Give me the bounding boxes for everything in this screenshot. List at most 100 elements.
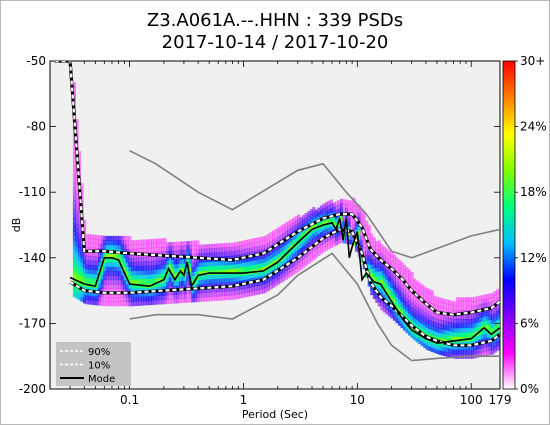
psd-density-cell xyxy=(322,212,326,218)
psd-density-cell xyxy=(473,296,477,302)
psd-density-cell xyxy=(206,244,210,249)
psd-density-cell xyxy=(264,266,268,271)
psd-density-cell xyxy=(491,297,495,302)
psd-density-cell xyxy=(352,223,356,229)
psd-density-cell xyxy=(216,265,220,271)
psd-density-cell xyxy=(443,298,447,304)
psd-density-cell xyxy=(219,295,223,301)
psd-density-cell xyxy=(335,210,339,215)
psd-density-cell xyxy=(143,265,147,271)
psd-density-cell xyxy=(289,271,293,277)
psd-density-cell xyxy=(425,318,429,324)
psd-density-cell xyxy=(466,345,470,351)
psd-density-cell xyxy=(254,264,258,269)
psd-density-cell xyxy=(259,263,263,268)
psd-density-cell xyxy=(231,264,235,270)
psd-density-cell xyxy=(272,230,276,236)
psd-density-cell xyxy=(299,217,303,222)
psd-density-cell xyxy=(483,294,487,300)
psd-density-cell xyxy=(256,289,260,295)
psd-density-cell xyxy=(408,282,412,288)
noise-model-layer xyxy=(129,149,500,362)
psd-density-cell xyxy=(166,273,170,278)
psd-density-cell xyxy=(138,261,142,267)
psd-density-cell xyxy=(428,315,432,321)
psd-density-cell xyxy=(350,235,354,241)
psd-density-cell xyxy=(115,253,119,259)
psd-density-cell xyxy=(181,289,185,295)
psd-density-cell xyxy=(113,257,117,263)
psd-density-cell xyxy=(78,225,82,231)
psd-density-cell xyxy=(324,206,328,212)
psd-density-cell xyxy=(390,291,394,297)
psd-density-cell xyxy=(438,336,442,342)
psd-density-cell xyxy=(125,284,129,289)
psd-density-cell xyxy=(403,273,407,279)
psd-density-cell xyxy=(327,244,331,250)
psd-density-cell xyxy=(458,349,462,355)
psd-density-cell xyxy=(277,231,281,237)
psd-density-cell xyxy=(110,262,114,267)
psd-density-cell xyxy=(261,266,265,272)
psd-density-cell xyxy=(72,156,76,162)
psd-density-cell xyxy=(219,265,223,270)
psd-density-cell xyxy=(201,262,205,267)
psd-density-cell xyxy=(329,203,333,209)
psd-density-cell xyxy=(362,225,366,230)
psd-density-cell xyxy=(486,293,490,299)
psd-density-cell xyxy=(166,281,170,287)
psd-density-cell xyxy=(153,282,157,288)
psd-density-cell xyxy=(75,289,79,295)
psd-density-cell xyxy=(458,336,462,342)
x-axis: 0.1 1 10 100 179 xyxy=(49,61,511,407)
psd-density-cell xyxy=(143,278,147,284)
psd-density-cell xyxy=(168,290,172,296)
psd-density-cell xyxy=(284,222,288,228)
psd-density-cell xyxy=(229,286,233,292)
psd-density-cell xyxy=(476,296,480,301)
psd-density-cell xyxy=(375,249,379,255)
psd-density-cell xyxy=(420,319,424,325)
psd-density-cell xyxy=(183,245,187,251)
psd-density-cell xyxy=(146,300,150,306)
psd-density-cell xyxy=(387,307,391,313)
psd-density-cell xyxy=(266,251,270,256)
psd-density-cell xyxy=(153,265,157,270)
psd-density-cell xyxy=(72,200,76,206)
psd-density-cell xyxy=(415,298,419,303)
psd-density-cell xyxy=(445,334,449,340)
psd-density-cell xyxy=(118,284,122,289)
psd-density-cell xyxy=(450,327,454,332)
psd-density-cell xyxy=(161,251,165,257)
psd-density-cell xyxy=(478,313,482,318)
psd-density-cell xyxy=(493,325,497,331)
psd-density-cell xyxy=(123,240,127,246)
psd-density-cell xyxy=(148,287,152,292)
psd-density-cell xyxy=(410,272,414,277)
psd-density-cell xyxy=(304,213,308,218)
psd-density-cell xyxy=(287,251,291,257)
psd-density-cell xyxy=(181,267,185,273)
psd-density-cell xyxy=(234,290,238,295)
psd-density-cell xyxy=(226,264,230,270)
psd-density-cell xyxy=(403,290,407,296)
psd-density-cell xyxy=(377,262,381,268)
psd-density-cell xyxy=(72,178,76,184)
psd-density-cell xyxy=(161,255,165,261)
psd-density-cell xyxy=(224,243,228,248)
psd-density-cell xyxy=(108,279,112,285)
psd-density-cell xyxy=(166,277,170,283)
psd-density-cell xyxy=(80,279,84,285)
psd-density-cell xyxy=(385,283,389,289)
psd-density-cell xyxy=(261,262,265,268)
psd-density-cell xyxy=(198,253,202,259)
psd-density-cell xyxy=(463,297,467,302)
psd-density-cell xyxy=(415,302,419,308)
psd-density-cell xyxy=(88,234,92,239)
psd-density-cell xyxy=(266,268,270,274)
psd-density-cell xyxy=(345,204,349,209)
psd-density-cell xyxy=(75,250,79,255)
psd-density-cell xyxy=(183,298,187,303)
psd-density-cell xyxy=(178,263,182,269)
psd-density-cell xyxy=(72,204,76,210)
